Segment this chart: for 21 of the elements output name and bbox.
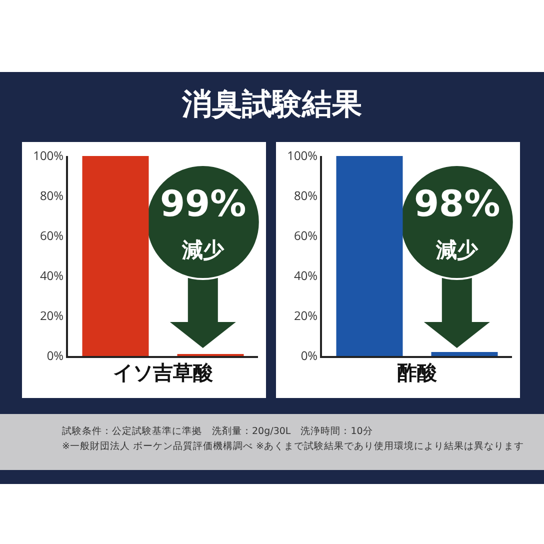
text: 試験条件：公定試験基準に準拠 洗剤量：20g/30L 洗浄時間：10分 [62, 425, 374, 439]
text: ※一般財団法人 ボーケン品質評価機構調べ ※あくまで試験結果であり使用環境により結果は異なります [62, 440, 525, 454]
y-tick-label: 20% [294, 307, 318, 324]
y-tick-label: 40% [40, 267, 64, 284]
y-tick-label: 0% [46, 347, 64, 364]
y-tick-label: 60% [294, 227, 318, 244]
annotation: 99% [160, 184, 246, 225]
y-tick-label: 80% [40, 187, 64, 204]
y-tick-label: 20% [40, 307, 64, 324]
y-tick-label: 100% [287, 147, 318, 164]
x-axis-title: イソ吉草酸 [113, 358, 214, 386]
annotation: 減少 [181, 238, 225, 262]
annotation: 98% [414, 184, 500, 225]
annotation: 減少 [435, 238, 479, 262]
chart-title: 消臭試験結果 [181, 86, 363, 124]
y-tick-label: 0% [300, 347, 318, 364]
x-axis-title: 酢酸 [397, 358, 438, 386]
y-tick-label: 100% [33, 147, 64, 164]
y-tick-label: 80% [294, 187, 318, 204]
y-tick-label: 40% [294, 267, 318, 284]
y-tick-label: 60% [40, 227, 64, 244]
